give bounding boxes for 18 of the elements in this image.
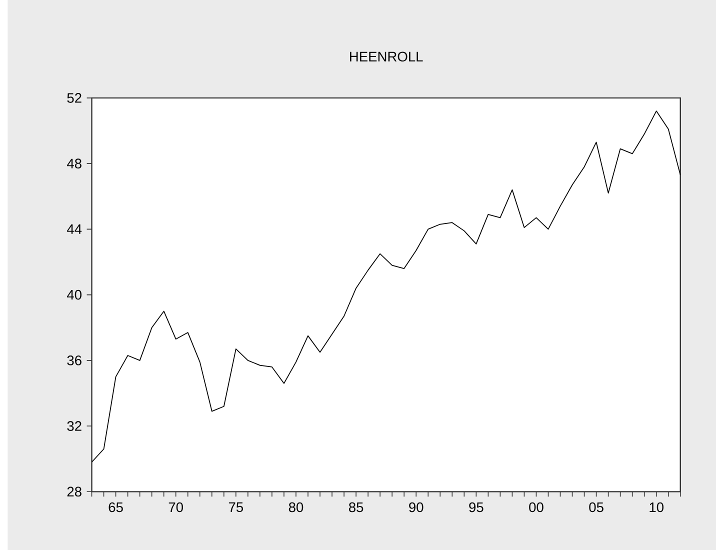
chart-title: HEENROLL	[350, 52, 423, 62]
y-tick-label: 44	[66, 224, 82, 234]
x-tick-label: 65	[108, 502, 123, 512]
x-tick-label: 90	[409, 502, 424, 512]
y-tick-label: 32	[67, 421, 82, 431]
x-tick-label: 00	[529, 502, 544, 512]
y-tick-label: 28	[67, 486, 82, 497]
y-tick-label: 48	[66, 158, 82, 168]
y-tick-label: 52	[67, 93, 82, 103]
x-tick-label: 80	[288, 502, 304, 512]
x-tick-label: 95	[469, 502, 484, 512]
x-tick-label: 05	[589, 502, 604, 512]
x-tick-label: 10	[650, 502, 664, 512]
y-tick-label: 40	[66, 290, 82, 300]
y-tick-label: 36	[67, 356, 82, 366]
x-tick-label: 70	[168, 502, 183, 512]
x-tick-label: 75	[228, 502, 244, 512]
x-tick-label: 85	[348, 502, 364, 512]
